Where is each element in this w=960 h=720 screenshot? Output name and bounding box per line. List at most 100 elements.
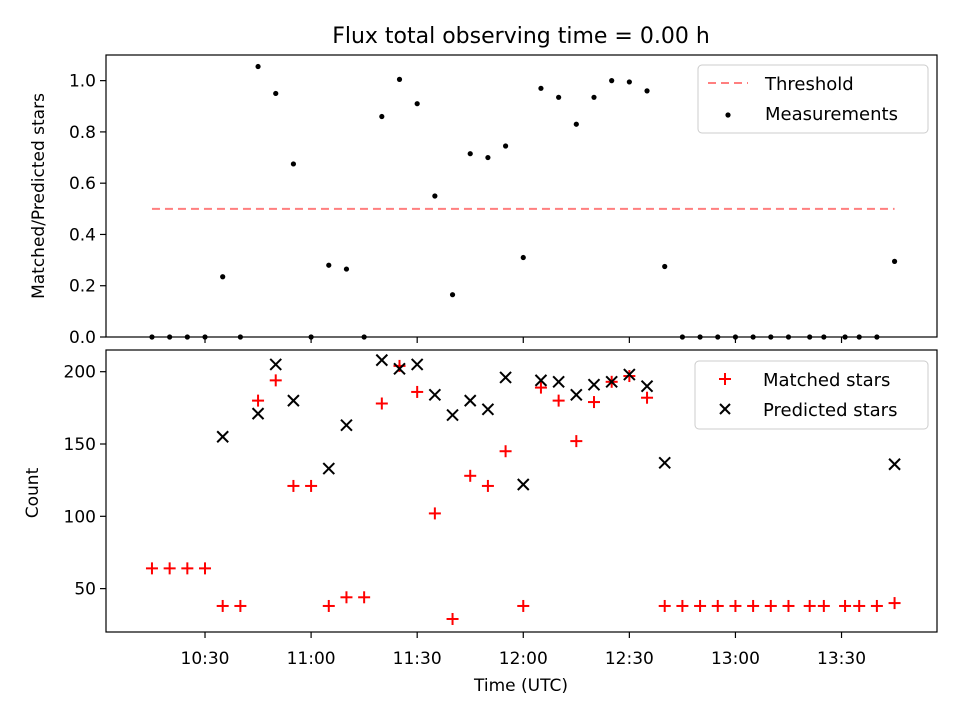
measurement-point: [520, 254, 526, 261]
legend-threshold-label: Threshold: [764, 74, 854, 95]
matched-star-point: [676, 599, 689, 612]
top-panel: 0.0 0.2 0.4 0.6 0.8 1.0 Matched/Predicted sta…: [29, 54, 938, 348]
top-y-tick-label: 0.4: [69, 225, 96, 245]
matched-star-point: [499, 445, 512, 458]
measurement-point: [891, 258, 898, 264]
measurement-points: [149, 63, 898, 340]
top-y-tick-label: 0.8: [69, 123, 96, 143]
predicted-star-point: [340, 418, 353, 432]
matched-star-point: [411, 385, 424, 398]
predicted-star-point: [605, 375, 618, 389]
predicted-star-point: [623, 368, 636, 381]
x-tick-label: 11:30: [393, 649, 442, 669]
matched-star-point: [252, 394, 265, 407]
predicted-star-point: [464, 394, 477, 407]
measurement-point: [842, 334, 848, 340]
bottom-legend: Matched stars Predicted stars: [694, 360, 929, 430]
predicted-star-point: [393, 362, 406, 376]
measurement-point: [715, 334, 721, 340]
predicted-star-point: [640, 379, 654, 393]
measurement-point: [449, 292, 456, 298]
measurement-point: [750, 334, 756, 340]
top-y-axis-label: Matched/Predicted stars: [29, 93, 49, 299]
matched-star-point: [534, 381, 547, 394]
measurement-point: [821, 334, 827, 340]
matched-star-point: [570, 435, 583, 448]
legend-measurements-marker: [725, 112, 731, 118]
measurement-point: [220, 274, 226, 280]
matched-star-point: [817, 599, 830, 612]
x-tick-label: 10:30: [181, 649, 230, 669]
top-y-ticks: 0.0 0.2 0.4 0.6 0.8 1.0: [69, 72, 106, 348]
predicted-star-point: [888, 458, 901, 471]
top-y-tick-label: 0.0: [69, 328, 96, 348]
matched-star-point: [839, 599, 852, 612]
matched-star-point: [764, 599, 777, 612]
legend-measurements-label: Measurements: [765, 104, 898, 125]
bottom-legend-frame: [694, 360, 929, 430]
matched-star-point: [322, 599, 335, 612]
matched-star-point: [888, 597, 901, 610]
measurement-point: [807, 334, 813, 340]
measurement-point: [662, 263, 668, 270]
predicted-star-point: [481, 403, 495, 416]
measurement-point: [361, 334, 367, 340]
measurement-point: [184, 334, 190, 340]
measurement-point: [874, 334, 880, 340]
bottom-panel: 50 100 150 200 10:30 11:00 11:30 12:00 12:30 13:…: [23, 349, 938, 696]
measurement-point: [467, 151, 473, 157]
predicted-star-point: [658, 456, 671, 470]
matched-star-point: [870, 599, 883, 612]
measurement-point: [485, 154, 491, 161]
predicted-star-point: [517, 478, 530, 491]
matched-star-point: [287, 479, 300, 492]
matched-star-point: [145, 562, 158, 575]
measurement-point: [379, 113, 385, 120]
bottom-y-ticks: 50 100 150 200: [64, 363, 106, 600]
top-legend-frame: [697, 64, 929, 134]
measurement-point: [609, 78, 615, 84]
matched-star-point: [587, 396, 600, 409]
legend-matched-marker: [719, 373, 731, 385]
measurement-point: [414, 101, 420, 107]
matched-star-point: [340, 591, 353, 604]
legend-predicted-marker: [719, 403, 731, 415]
x-tick-label: 11:00: [287, 649, 336, 669]
matched-star-point: [729, 599, 742, 612]
x-axis-label: Time (UTC): [473, 676, 568, 696]
measurement-point: [237, 334, 243, 340]
measurement-point: [343, 266, 350, 272]
legend-predicted-label: Predicted stars: [763, 400, 897, 421]
predicted-star-point: [570, 388, 583, 402]
top-legend: Threshold Measurements: [697, 64, 929, 134]
legend-matched-label: Matched stars: [763, 370, 890, 391]
matched-star-point: [552, 394, 565, 407]
x-tick-label: 13:30: [817, 649, 866, 669]
top-y-tick-label: 0.6: [69, 174, 96, 194]
measurement-point: [591, 94, 597, 100]
matched-star-point: [199, 562, 212, 575]
count-points: [145, 353, 901, 625]
predicted-star-point: [499, 371, 512, 384]
bottom-y-tick-label: 200: [64, 363, 96, 383]
measurement-point: [290, 161, 297, 167]
predicted-star-point: [375, 353, 389, 367]
predicted-star-point: [287, 394, 300, 407]
measurement-point: [768, 334, 774, 340]
measurement-point: [538, 85, 544, 91]
matched-star-point: [181, 562, 194, 575]
measurement-point: [326, 262, 332, 268]
matched-star-point: [694, 599, 707, 612]
matched-star-point: [234, 599, 247, 612]
predicted-star-point: [251, 407, 265, 420]
matched-star-point: [481, 479, 494, 492]
x-tick-label: 13:00: [711, 649, 760, 669]
matched-star-point: [747, 599, 760, 612]
measurement-point: [273, 90, 279, 97]
matched-star-point: [216, 599, 229, 612]
measurement-point: [697, 334, 703, 340]
predicted-star-point: [410, 358, 424, 371]
measurement-point: [167, 334, 173, 340]
matched-star-point: [641, 391, 654, 404]
